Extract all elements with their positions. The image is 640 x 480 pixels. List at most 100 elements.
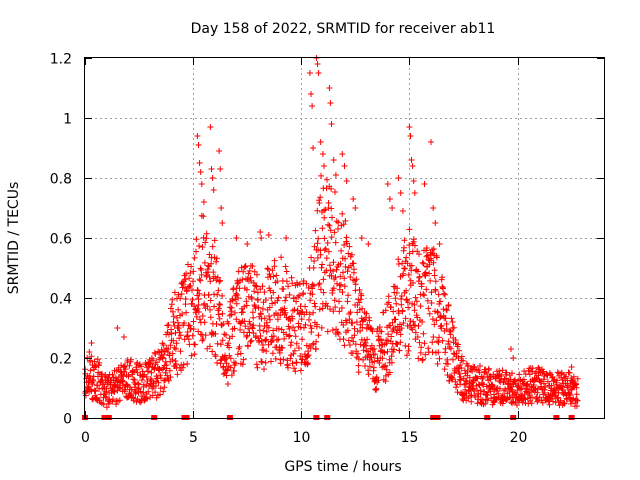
data-point xyxy=(431,272,438,279)
data-point xyxy=(419,356,426,363)
data-point xyxy=(366,317,373,324)
data-point xyxy=(330,157,337,163)
data-point xyxy=(290,295,297,301)
data-point xyxy=(379,355,386,362)
data-point xyxy=(443,306,450,313)
data-point xyxy=(103,393,110,400)
data-point xyxy=(322,245,329,252)
data-point xyxy=(394,285,401,292)
data-point xyxy=(268,295,275,301)
data-point xyxy=(328,272,335,279)
data-point xyxy=(389,319,396,326)
data-point xyxy=(426,261,433,268)
data-point xyxy=(184,360,191,367)
data-point xyxy=(426,270,433,277)
data-point xyxy=(335,219,342,226)
data-point xyxy=(431,267,438,274)
data-point xyxy=(406,226,413,233)
data-point xyxy=(172,329,179,336)
data-point xyxy=(194,133,201,139)
data-point xyxy=(328,185,335,192)
data-point xyxy=(259,305,266,312)
data-point xyxy=(285,333,292,340)
data-point xyxy=(237,326,244,333)
data-point xyxy=(268,358,274,365)
data-point xyxy=(436,334,442,341)
data-point xyxy=(421,292,428,299)
data-point xyxy=(177,295,184,302)
data-point xyxy=(395,175,402,181)
data-point xyxy=(145,388,152,395)
data-point xyxy=(368,325,374,331)
data-point xyxy=(554,377,560,384)
data-point xyxy=(351,266,357,273)
data-point xyxy=(217,341,224,348)
data-point xyxy=(179,311,186,317)
data-point xyxy=(163,365,170,372)
data-point xyxy=(193,248,199,255)
data-point xyxy=(349,320,356,327)
data-point xyxy=(395,256,402,263)
data-point xyxy=(431,321,438,328)
data-point xyxy=(192,341,199,348)
data-point xyxy=(316,200,323,206)
data-point xyxy=(138,363,145,370)
data-point xyxy=(247,321,253,327)
data-point xyxy=(464,368,471,375)
data-point xyxy=(293,298,300,305)
data-point xyxy=(207,124,214,130)
x-tick-label: 5 xyxy=(189,430,198,446)
data-point xyxy=(265,266,272,273)
data-point xyxy=(568,364,575,370)
data-point xyxy=(386,369,393,376)
data-point xyxy=(147,376,154,382)
data-point xyxy=(208,166,215,172)
data-point xyxy=(384,181,391,187)
data-point xyxy=(440,285,446,292)
data-point xyxy=(321,247,328,253)
data-point xyxy=(282,294,289,301)
data-point xyxy=(207,297,214,304)
data-point xyxy=(195,309,202,315)
data-point xyxy=(493,387,500,394)
data-point xyxy=(91,358,98,365)
data-point xyxy=(211,237,218,244)
data-point xyxy=(315,70,322,76)
data-point xyxy=(342,255,349,262)
data-point xyxy=(170,319,177,326)
data-point xyxy=(466,374,473,381)
data-point xyxy=(206,274,213,280)
data-point xyxy=(199,244,206,250)
data-point xyxy=(516,371,523,378)
data-point xyxy=(290,350,297,357)
data-point xyxy=(327,227,334,234)
baseline-point xyxy=(313,415,320,420)
data-point xyxy=(292,368,299,375)
title: Day 158 of 2022, SRMTID for receiver ab1… xyxy=(191,21,496,37)
data-point xyxy=(355,362,362,369)
data-point xyxy=(254,271,260,278)
data-point xyxy=(426,310,433,317)
data-point xyxy=(397,331,404,338)
data-point xyxy=(274,278,281,285)
data-point xyxy=(114,325,121,331)
data-point xyxy=(389,205,396,211)
data-point xyxy=(212,273,218,280)
data-point xyxy=(228,372,235,379)
data-point xyxy=(353,276,360,283)
data-point xyxy=(135,380,141,387)
data-point xyxy=(453,384,459,391)
data-point xyxy=(181,320,188,326)
data-point xyxy=(529,365,536,372)
data-point xyxy=(351,325,358,332)
data-point xyxy=(573,403,580,409)
data-point xyxy=(200,199,207,205)
data-point xyxy=(397,339,404,346)
data-point xyxy=(270,327,277,334)
data-point xyxy=(333,218,340,225)
data-point xyxy=(416,339,423,346)
data-point xyxy=(220,371,227,378)
data-point xyxy=(433,254,440,261)
data-point xyxy=(562,373,569,380)
data-point xyxy=(217,166,224,172)
